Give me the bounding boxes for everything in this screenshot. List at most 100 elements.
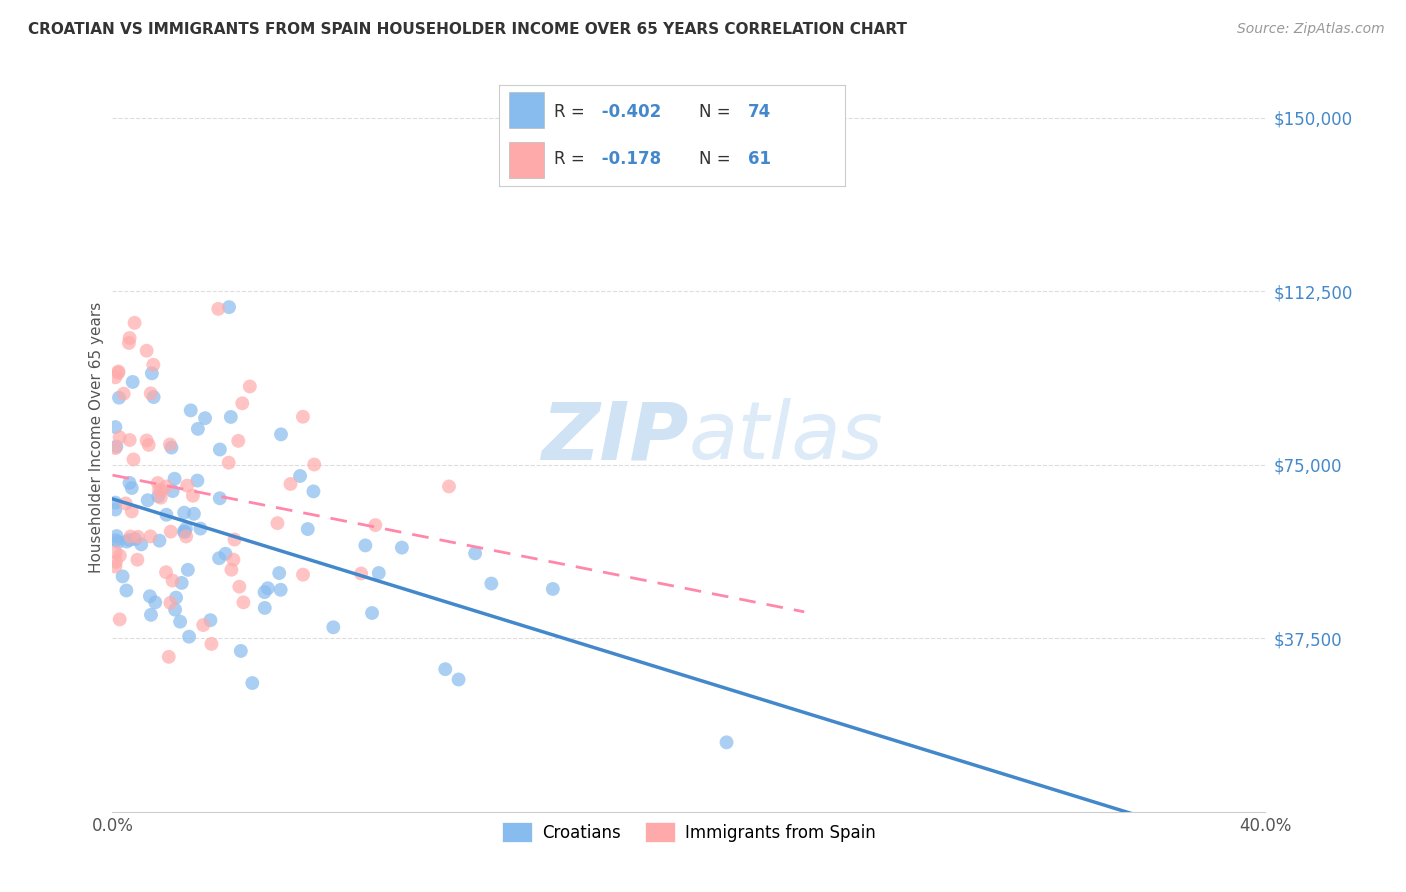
Point [139,607,162,622]
Point [181,489,204,503]
Point [297,522,319,536]
Point [226,434,249,448]
Point [200,637,222,651]
Point [193,618,215,632]
Point [107,535,129,549]
Point [107,364,129,378]
Point [228,580,250,594]
Point [222,552,245,566]
Point [149,491,172,505]
Point [208,442,231,457]
Point [142,358,165,372]
Point [214,547,236,561]
Point [146,475,169,490]
Point [108,612,131,626]
Point [127,530,149,544]
Point [253,585,276,599]
Point [157,649,180,664]
Point [139,386,162,401]
Point [155,479,177,493]
Point [105,440,128,454]
Point [108,391,131,405]
Point [186,474,208,488]
Point [121,481,143,495]
Point [239,379,262,393]
Point [155,566,177,580]
Point [288,469,311,483]
Point [367,566,389,580]
Point [159,596,181,610]
Point [139,589,162,603]
Point [170,576,193,591]
Point [183,507,205,521]
Point [135,343,157,358]
Text: CROATIAN VS IMMIGRANTS FROM SPAIN HOUSEHOLDER INCOME OVER 65 YEARS CORRELATION C: CROATIAN VS IMMIGRANTS FROM SPAIN HOUSEH… [28,22,907,37]
Point [162,574,184,588]
Legend: Croatians, Immigrants from Spain: Croatians, Immigrants from Spain [495,816,883,848]
Point [541,582,564,596]
Point [159,437,181,451]
Point [121,504,143,518]
Point [118,335,141,350]
Point [716,735,738,749]
Point [391,541,413,555]
Point [104,559,127,574]
Point [302,458,325,472]
Point [118,533,141,547]
Point [108,549,131,563]
Point [240,676,263,690]
Point [437,479,460,493]
Point [135,434,157,448]
Point [124,532,146,546]
Point [115,583,138,598]
Point [173,524,195,539]
Point [187,422,209,436]
Point [141,367,163,381]
Point [364,518,387,533]
Point [104,545,127,559]
Point [231,396,253,410]
Point [229,644,252,658]
Point [447,673,470,687]
Point [104,370,127,384]
Point [173,524,195,539]
Point [121,375,143,389]
Point [165,602,187,616]
Text: Source: ZipAtlas.com: Source: ZipAtlas.com [1237,22,1385,37]
Point [129,537,152,551]
Point [350,566,373,581]
Point [173,506,195,520]
Point [174,529,197,543]
Point [118,433,141,447]
Point [143,595,166,609]
Point [292,567,315,582]
Point [302,484,325,499]
Point [354,538,377,552]
Point [269,566,291,580]
Point [111,569,134,583]
Point [124,316,146,330]
Point [464,546,486,560]
Point [148,489,170,503]
Point [150,483,173,498]
Point [208,551,231,566]
Point [208,491,231,506]
Point [177,563,200,577]
Point [155,508,177,522]
Point [194,411,217,425]
Point [266,516,288,530]
Y-axis label: Householder Income Over 65 years: Householder Income Over 65 years [89,301,104,573]
Point [107,366,129,380]
Point [163,472,186,486]
Point [207,301,229,316]
Point [104,533,127,548]
Point [177,630,200,644]
Point [479,576,502,591]
Point [361,606,384,620]
Point [148,483,170,497]
Point [104,441,127,455]
Point [200,613,222,627]
Point [180,403,202,417]
Text: atlas: atlas [689,398,884,476]
Point [136,493,159,508]
